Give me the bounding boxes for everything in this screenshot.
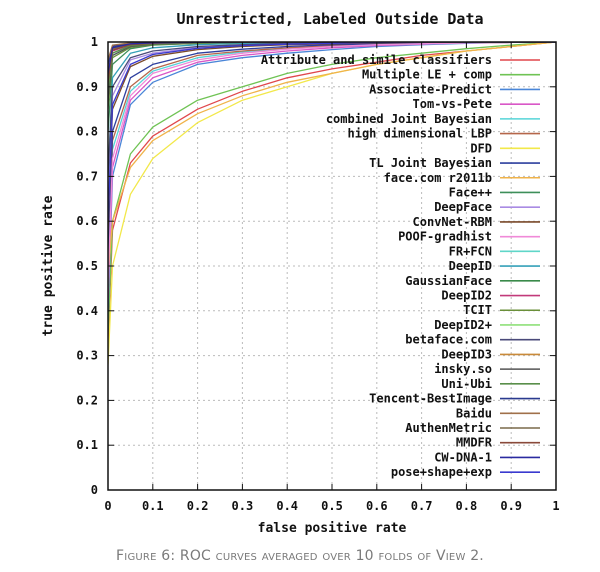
legend-label: high dimensional LBP xyxy=(348,127,493,141)
y-tick-label: 1 xyxy=(91,35,98,49)
x-tick-labels: 0 0.1 0.2 0.3 0.4 0.5 0.6 0.7 0.8 0.9 1 xyxy=(104,42,560,513)
roc-curve-1 xyxy=(108,42,556,334)
x-tick-label: 0.2 xyxy=(187,499,209,513)
x-tick-label: 0.4 xyxy=(276,499,298,513)
legend-label: Multiple LE + comp xyxy=(362,68,492,82)
legend-label: combined Joint Bayesian xyxy=(326,112,492,126)
x-tick-label: 0.1 xyxy=(142,499,164,513)
x-tick-label: 1 xyxy=(552,499,559,513)
legend-label: face.com r2011b xyxy=(384,171,492,185)
x-tick-label: 0.6 xyxy=(366,499,388,513)
y-tick-label: 0.3 xyxy=(76,349,98,363)
legend-label: Uni-Ubi xyxy=(441,377,492,391)
legend: Attribute and simile classifiersMultiple… xyxy=(261,53,540,479)
legend-label: DeepID2 xyxy=(441,289,492,303)
roc-curve-8 xyxy=(108,42,556,276)
legend-label: Tom-vs-Pete xyxy=(413,97,492,111)
legend-label: POOF-gradhist xyxy=(398,230,492,244)
x-tick-label: 0.3 xyxy=(232,499,254,513)
legend-label: DeepID2+ xyxy=(434,318,492,332)
x-tick-label: 0.7 xyxy=(411,499,433,513)
x-tick-label: 0.9 xyxy=(500,499,522,513)
legend-label: Tencent-BestImage xyxy=(369,392,492,406)
roc-curve-26 xyxy=(108,42,556,83)
roc-curve-22 xyxy=(108,42,556,92)
legend-label: MMDFR xyxy=(456,436,493,450)
legend-label: DeepFace xyxy=(434,200,492,214)
legend-label: Associate-Predict xyxy=(369,82,492,96)
chart-title: Unrestricted, Labeled Outside Data xyxy=(176,10,483,28)
y-tick-labels: 0 0.1 0.2 0.3 0.4 0.5 0.6 0.7 0.8 0.9 1 xyxy=(76,35,556,497)
figure-caption: Figure 6: ROC curves averaged over 10 fo… xyxy=(116,548,484,564)
legend-label: CW-DNA-1 xyxy=(434,450,492,464)
legend-label: Baidu xyxy=(456,406,492,420)
y-tick-label: 0 xyxy=(91,483,98,497)
legend-label: DFD xyxy=(470,141,492,155)
legend-label: FR+FCN xyxy=(449,244,492,258)
x-tick-label: 0.5 xyxy=(321,499,343,513)
x-axis-label: false positive rate xyxy=(258,521,407,536)
roc-curve-21 xyxy=(108,42,556,101)
legend-label: TL Joint Bayesian xyxy=(369,156,492,170)
legend-label: AuthenMetric xyxy=(405,421,492,435)
y-tick-label: 0.8 xyxy=(76,125,98,139)
legend-label: Face++ xyxy=(449,185,492,199)
legend-label: DeepID xyxy=(449,259,492,273)
legend-label: GaussianFace xyxy=(405,274,492,288)
legend-label: ConvNet-RBM xyxy=(413,215,492,229)
roc-chart: Unrestricted, Labeled Outside Data 0 0.1 0… xyxy=(41,10,560,536)
legend-label: DeepID3 xyxy=(441,347,492,361)
x-tick-label: 0 xyxy=(104,499,111,513)
roc-curve-24 xyxy=(108,42,556,61)
legend-label: TCIT xyxy=(463,303,492,317)
y-tick-label: 0.9 xyxy=(76,80,98,94)
y-tick-label: 0.2 xyxy=(76,393,98,407)
y-tick-label: 0.5 xyxy=(76,259,98,273)
roc-curve-27 xyxy=(108,42,556,74)
x-tick-label: 0.8 xyxy=(456,499,478,513)
legend-label: insky.so xyxy=(434,362,492,376)
y-tick-label: 0.4 xyxy=(76,304,98,318)
legend-label: pose+shape+exp xyxy=(391,465,492,479)
y-axis-label: true positive rate xyxy=(41,195,56,336)
y-tick-label: 0.7 xyxy=(76,169,98,183)
y-tick-label: 0.6 xyxy=(76,214,98,228)
y-tick-label: 0.1 xyxy=(76,438,98,452)
legend-label: Attribute and simile classifiers xyxy=(261,53,492,67)
legend-label: betaface.com xyxy=(405,333,492,347)
